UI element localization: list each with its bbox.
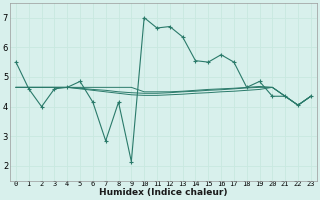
X-axis label: Humidex (Indice chaleur): Humidex (Indice chaleur) bbox=[99, 188, 228, 197]
